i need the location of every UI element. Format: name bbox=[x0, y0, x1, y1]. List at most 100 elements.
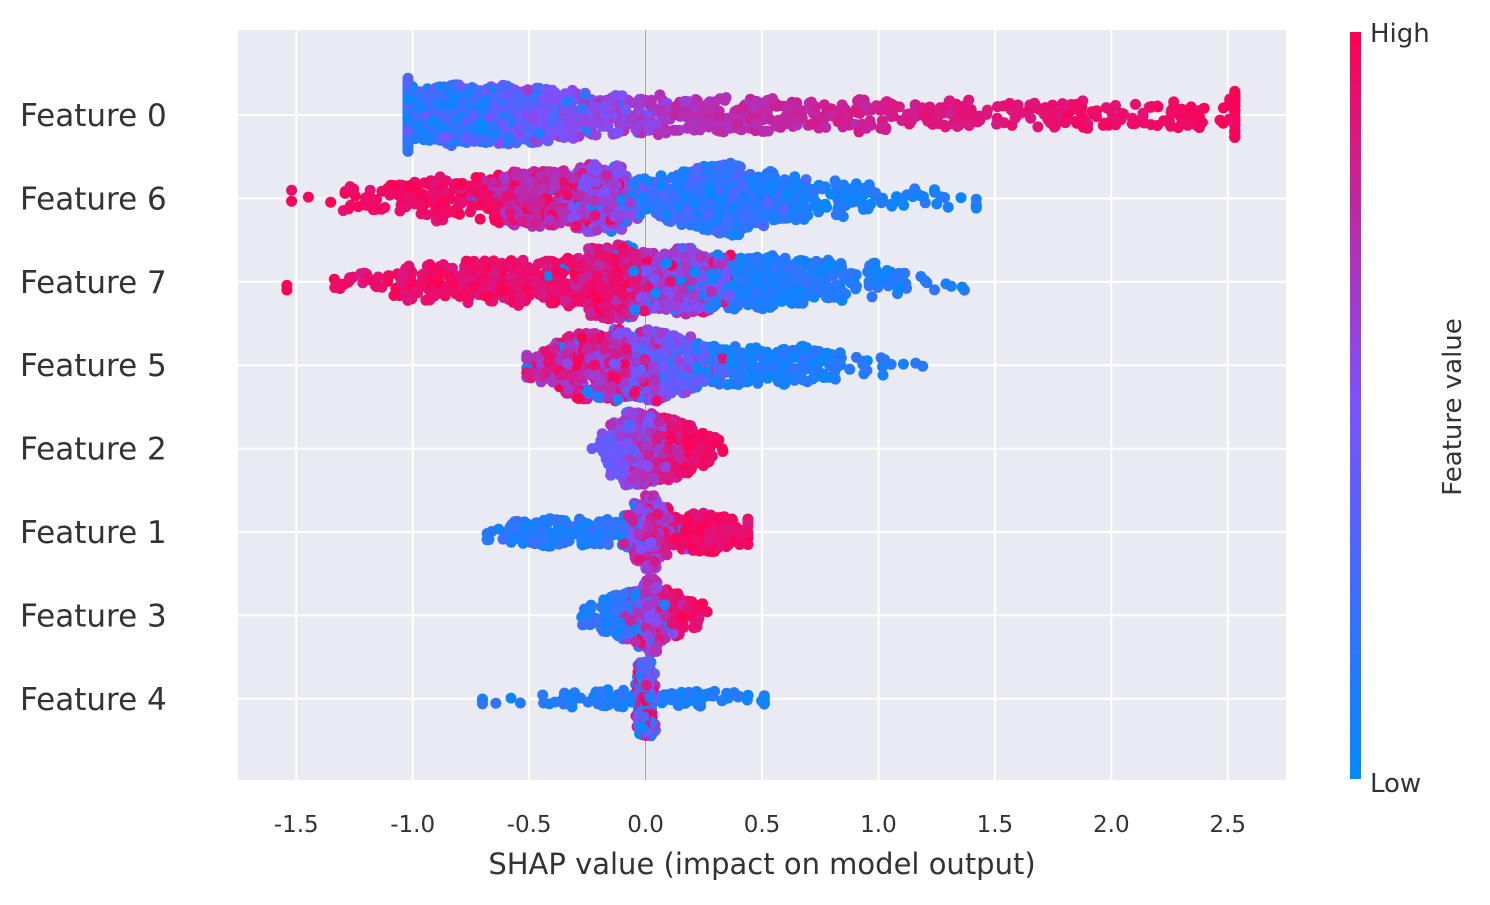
shap-point bbox=[402, 136, 414, 148]
shap-point bbox=[383, 270, 395, 282]
shap-point bbox=[497, 285, 509, 297]
shap-point bbox=[467, 281, 479, 293]
shap-point bbox=[707, 174, 719, 186]
shap-point bbox=[514, 185, 526, 197]
shap-point bbox=[782, 277, 794, 289]
shap-point bbox=[412, 287, 424, 299]
shap-point bbox=[750, 118, 762, 130]
shap-point bbox=[416, 276, 428, 288]
shap-point bbox=[567, 132, 579, 144]
shap-point bbox=[862, 203, 874, 215]
shap-point bbox=[601, 169, 613, 181]
shap-point bbox=[1071, 98, 1083, 110]
shap-point bbox=[501, 80, 513, 92]
shap-point bbox=[955, 192, 967, 204]
shap-point bbox=[444, 86, 456, 98]
shap-point bbox=[1025, 112, 1037, 124]
shap-point bbox=[714, 125, 725, 137]
shap-point bbox=[1171, 107, 1182, 119]
shap-point bbox=[602, 99, 614, 111]
shap-point bbox=[489, 214, 501, 226]
shap-point bbox=[678, 168, 690, 180]
shap-point bbox=[914, 190, 926, 202]
shap-point bbox=[620, 104, 632, 116]
shap-point bbox=[723, 290, 735, 302]
shap-point bbox=[286, 195, 298, 207]
shap-point bbox=[772, 197, 784, 209]
shap-point bbox=[512, 263, 524, 275]
shap-point bbox=[589, 210, 601, 222]
shap-point bbox=[761, 105, 773, 117]
shap-point bbox=[557, 268, 568, 279]
shap-point bbox=[630, 248, 642, 260]
shap-point bbox=[508, 106, 520, 118]
shap-point bbox=[483, 291, 495, 302]
shap-point bbox=[344, 275, 356, 287]
shap-point bbox=[650, 118, 662, 130]
shap-point bbox=[517, 215, 529, 227]
shap-point bbox=[402, 125, 414, 137]
shap-point bbox=[396, 270, 408, 281]
shap-point bbox=[528, 112, 540, 123]
shap-point bbox=[1217, 117, 1229, 129]
shap-point bbox=[715, 193, 727, 205]
shap-point bbox=[791, 114, 803, 126]
shap-point bbox=[844, 268, 856, 280]
shap-point bbox=[660, 127, 672, 139]
shap-point bbox=[629, 304, 641, 316]
shap-point bbox=[747, 212, 759, 224]
shap-point bbox=[695, 251, 707, 263]
shap-point bbox=[855, 193, 867, 204]
shap-point bbox=[616, 90, 628, 102]
shap-point bbox=[624, 209, 636, 221]
shap-point bbox=[631, 98, 643, 110]
shap-point bbox=[348, 183, 360, 195]
shap-point bbox=[490, 101, 502, 113]
shap-point bbox=[424, 134, 435, 146]
shap-point bbox=[943, 95, 955, 107]
shap-point bbox=[343, 203, 355, 215]
shap-point bbox=[557, 207, 569, 219]
shap-point bbox=[384, 187, 396, 199]
shap-point bbox=[944, 108, 956, 120]
shap-point bbox=[402, 94, 414, 106]
shap-point bbox=[603, 290, 615, 301]
shap-point bbox=[591, 292, 603, 304]
shap-point bbox=[730, 185, 741, 197]
shap-point bbox=[437, 259, 449, 271]
shap-point bbox=[472, 86, 484, 98]
shap-point bbox=[721, 218, 732, 230]
shap-point bbox=[732, 220, 744, 231]
shap-point bbox=[654, 89, 666, 101]
shap-point bbox=[731, 170, 743, 181]
shap-point bbox=[679, 251, 690, 263]
shap-point bbox=[1145, 101, 1157, 113]
shap-point bbox=[415, 188, 427, 200]
shap-point bbox=[576, 273, 588, 285]
shap-point bbox=[1229, 125, 1241, 137]
shap-point bbox=[484, 136, 495, 148]
shap-point bbox=[447, 98, 459, 110]
shap-point bbox=[630, 123, 642, 135]
shap-point bbox=[286, 184, 298, 196]
shap-point bbox=[523, 176, 535, 188]
shap-point bbox=[863, 276, 875, 288]
shap-point bbox=[867, 258, 879, 269]
shap-point bbox=[1186, 108, 1198, 120]
shap-point bbox=[762, 253, 774, 265]
shap-point bbox=[880, 124, 892, 136]
shap-point bbox=[886, 200, 898, 212]
shap-point bbox=[401, 290, 413, 302]
shap-point bbox=[800, 277, 812, 289]
shap-point bbox=[450, 288, 462, 300]
shap-point bbox=[712, 225, 724, 237]
shap-point bbox=[737, 290, 749, 302]
shap-point bbox=[488, 268, 500, 280]
shap-point bbox=[376, 203, 387, 215]
shap-point bbox=[590, 176, 601, 188]
shap-point bbox=[536, 183, 548, 195]
shap-point bbox=[559, 295, 571, 307]
shap-point bbox=[512, 89, 524, 101]
shap-point bbox=[1100, 102, 1112, 114]
